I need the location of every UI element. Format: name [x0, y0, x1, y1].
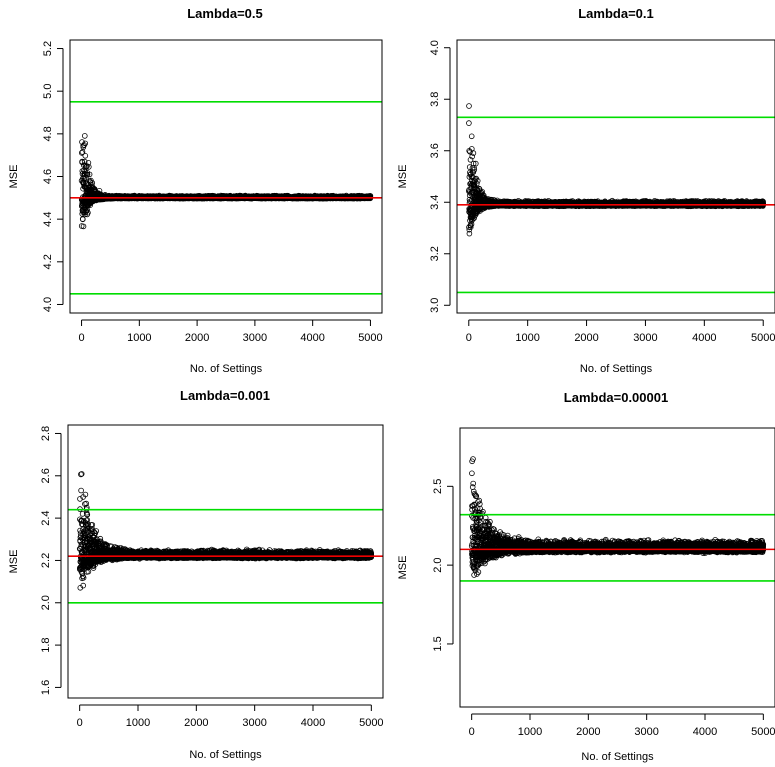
data-point: [82, 140, 88, 147]
x-axis-label: No. of Settings: [190, 363, 263, 375]
data-point: [83, 164, 89, 170]
data-point: [85, 209, 91, 216]
scatter-points: [78, 133, 374, 230]
data-point: [80, 223, 87, 230]
data-point: [84, 171, 91, 178]
y-axis-label: MSE: [8, 165, 20, 189]
data-point: [79, 159, 85, 166]
data-point: [86, 171, 93, 178]
data-point: [86, 164, 92, 170]
data-point: [82, 211, 88, 218]
data-point: [83, 175, 89, 181]
data-point: [80, 216, 86, 223]
data-point: [79, 150, 85, 156]
chart-title: Lambda=0.5: [187, 6, 263, 21]
data-point: [85, 160, 92, 166]
data-point: [82, 133, 88, 139]
data-point: [82, 153, 89, 159]
